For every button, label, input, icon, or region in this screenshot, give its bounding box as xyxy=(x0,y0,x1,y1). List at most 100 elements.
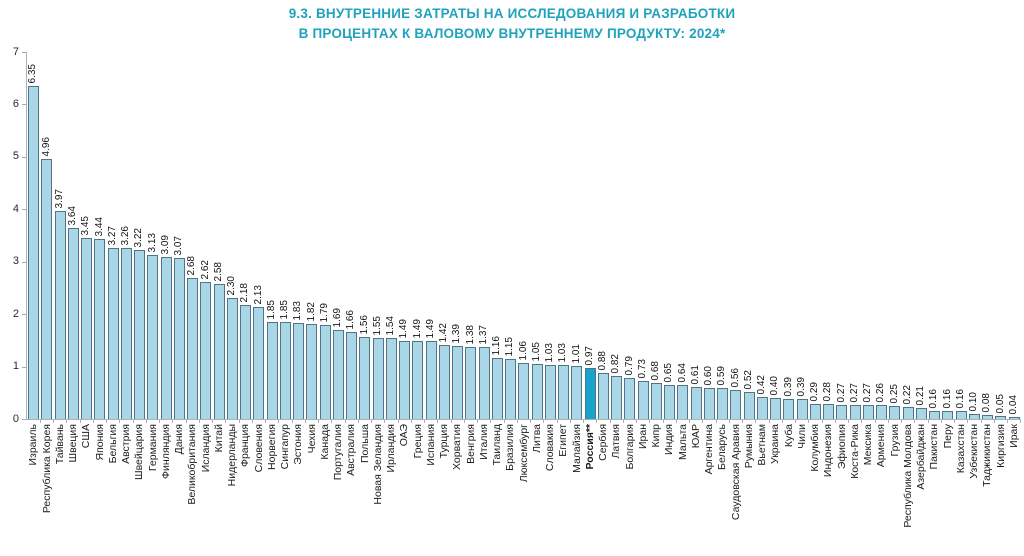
x-tick-label: Перу xyxy=(941,424,954,449)
bar xyxy=(690,387,702,419)
bar-value-label: 1.85 xyxy=(279,299,291,319)
bar xyxy=(385,338,397,419)
bar-zone: 0.64 xyxy=(676,52,689,419)
bar xyxy=(173,258,185,419)
x-tick-label: Канада xyxy=(318,424,331,460)
bar-column: 0.59 Беларусь xyxy=(716,52,731,556)
bar xyxy=(240,305,252,419)
bar-column: 2.58 Китай xyxy=(212,52,227,556)
bar-column: 0.08 Таджикистан xyxy=(981,52,996,556)
bar-column: 1.79 Канада xyxy=(318,52,333,556)
y-tick-label: 5 xyxy=(12,150,19,163)
x-tick-label: Болгария xyxy=(623,424,636,470)
bar-value-label: 1.39 xyxy=(451,323,463,343)
bar xyxy=(677,385,689,419)
bar-value-label: 3.07 xyxy=(173,235,185,255)
bar-value-label: 0.42 xyxy=(756,374,768,394)
bar-value-label: 1.66 xyxy=(345,309,357,329)
bar-column: 4.96 Республика Корея xyxy=(40,52,55,556)
bar xyxy=(995,416,1007,419)
bar-column: 0.60 Аргентина xyxy=(703,52,717,556)
x-tick-label: Республика Молдова xyxy=(901,424,914,528)
bar-zone: 3.22 xyxy=(133,52,146,419)
x-tick-label: Италия xyxy=(477,424,490,460)
bar-value-label: 1.05 xyxy=(530,341,542,361)
bar-column: 3.22 Швейцария xyxy=(133,52,148,556)
bar-value-label: 2.58 xyxy=(212,261,224,281)
bar xyxy=(253,307,265,419)
bar-value-label: 0.65 xyxy=(663,362,675,382)
bar-value-label: 0.16 xyxy=(954,388,966,408)
x-tick-label: Армения xyxy=(875,424,888,468)
bar-zone: 1.15 xyxy=(504,52,517,419)
x-label-zone: Киргизия xyxy=(994,419,1007,468)
bar-column: 0.42 Вьетнам xyxy=(756,52,770,556)
x-tick-label: Индия xyxy=(663,424,676,456)
x-axis-line xyxy=(26,419,1021,420)
bar xyxy=(717,388,729,419)
bar-zone: 0.28 xyxy=(822,52,835,419)
x-tick-label: Таиланд xyxy=(491,424,504,466)
x-label-zone: Дания xyxy=(173,419,186,454)
bar xyxy=(213,284,225,419)
bar-value-label: 6.35 xyxy=(27,63,39,83)
bar-zone: 0.73 xyxy=(637,52,650,419)
bar-zone: 1.03 xyxy=(557,52,570,419)
x-tick-label: Таджикистан xyxy=(981,424,994,487)
x-tick-label: Ирак xyxy=(1007,424,1020,448)
bar-value-label: 1.38 xyxy=(464,324,476,344)
x-tick-label: Аргентина xyxy=(703,424,716,475)
bar-value-label: 1.56 xyxy=(358,314,370,334)
x-tick-label: Вьетнам xyxy=(756,424,769,466)
x-label-zone: Саудовская Аравия xyxy=(729,419,742,520)
bar-zone: 1.05 xyxy=(531,52,544,419)
x-label-zone: Куба xyxy=(782,419,795,447)
x-label-zone: Словакия xyxy=(544,419,557,471)
x-tick-label: Люксембург xyxy=(517,424,530,483)
bar-value-label: 1.49 xyxy=(398,318,410,338)
x-tick-label: Австрия xyxy=(120,424,133,464)
bar-column: 3.44 Япония xyxy=(93,52,108,556)
bar xyxy=(107,248,119,419)
bar-zone: 3.44 xyxy=(93,52,106,419)
bar-value-label: 1.79 xyxy=(318,302,330,322)
x-label-zone: Пакистан xyxy=(928,419,941,469)
x-tick-label: Азербайджан xyxy=(915,424,928,490)
bar-value-label: 0.28 xyxy=(822,381,834,401)
bar-column: 3.09 Финляндия xyxy=(160,52,174,556)
bar xyxy=(81,238,93,419)
bar-zone: 0.27 xyxy=(849,52,862,419)
bar-zone: 0.16 xyxy=(955,52,968,419)
bar-column: 0.79 Болгария xyxy=(623,52,638,556)
bar-zone: 0.27 xyxy=(835,52,848,419)
bar-value-label: 1.15 xyxy=(504,336,516,356)
x-label-zone: Чили xyxy=(796,419,809,449)
chart-title-line2: В ПРОЦЕНТАХ К ВАЛОВОМУ ВНУТРЕННЕМУ ПРОДУ… xyxy=(298,26,726,41)
x-label-zone: Канада xyxy=(319,419,332,460)
y-tick-mark xyxy=(22,261,26,263)
x-label-zone: Вьетнам xyxy=(756,419,769,466)
bar-value-label: 2.13 xyxy=(252,284,264,304)
bar-column: 1.49 ОАЭ xyxy=(398,52,413,556)
x-tick-label: Португалия xyxy=(332,424,345,481)
bar-zone: 0.65 xyxy=(663,52,676,419)
x-label-zone: Беларусь xyxy=(716,419,729,470)
bar-zone: 2.62 xyxy=(199,52,212,419)
bar-zone: 0.08 xyxy=(981,52,994,419)
bar-value-label: 1.49 xyxy=(424,318,436,338)
bar-zone: 0.26 xyxy=(875,52,888,419)
bar-column: 0.16 Пакистан xyxy=(928,52,943,556)
x-tick-label: Индонезия xyxy=(822,424,835,478)
bar-column: 1.03 Словакия xyxy=(544,52,558,556)
bar-zone: 0.68 xyxy=(650,52,663,419)
x-label-zone: Китай xyxy=(213,419,226,452)
bar-column: 2.18 Франция xyxy=(239,52,254,556)
bar-column: 6.35 Израиль xyxy=(27,52,42,556)
x-tick-label: Тайвань xyxy=(53,424,66,465)
x-label-zone: ЮАР xyxy=(690,419,703,448)
x-label-zone: Таиланд xyxy=(491,419,504,466)
bar xyxy=(332,330,344,419)
x-tick-label: Коста-Рика xyxy=(848,424,861,479)
bar xyxy=(836,405,848,419)
y-tick-label: 0 xyxy=(12,412,19,425)
